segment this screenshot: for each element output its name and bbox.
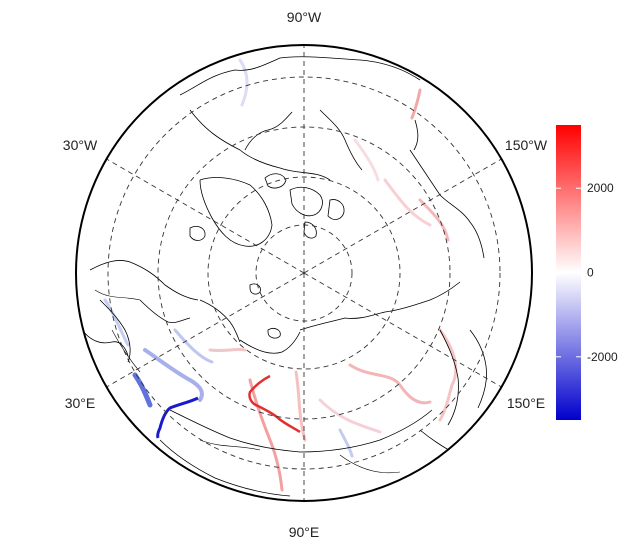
polar-map: [75, 44, 533, 502]
coastlines: [81, 56, 487, 497]
longitude-labels: 90°W 90°E 30°W 30°E 150°W 150°E: [63, 9, 548, 540]
anomaly-traces: [103, 58, 458, 492]
label-30e: 30°E: [65, 395, 96, 411]
colorbar: 2000 0 -2000: [556, 125, 618, 420]
label-90w: 90°W: [287, 9, 322, 25]
label-150e: 150°E: [507, 395, 545, 411]
colorbar-tick-label: 2000: [587, 181, 614, 195]
label-90e: 90°E: [289, 524, 320, 540]
label-150w: 150°W: [505, 137, 548, 153]
graticule-meridians: [106, 45, 502, 501]
negative-anomaly-river: [156, 396, 199, 439]
positive-anomaly-river: [248, 374, 301, 434]
colorbar-tick-label: 0: [587, 266, 594, 280]
colorbar-tick-label: -2000: [587, 350, 618, 364]
map-frame: [75, 44, 533, 502]
label-30w: 30°W: [63, 137, 98, 153]
